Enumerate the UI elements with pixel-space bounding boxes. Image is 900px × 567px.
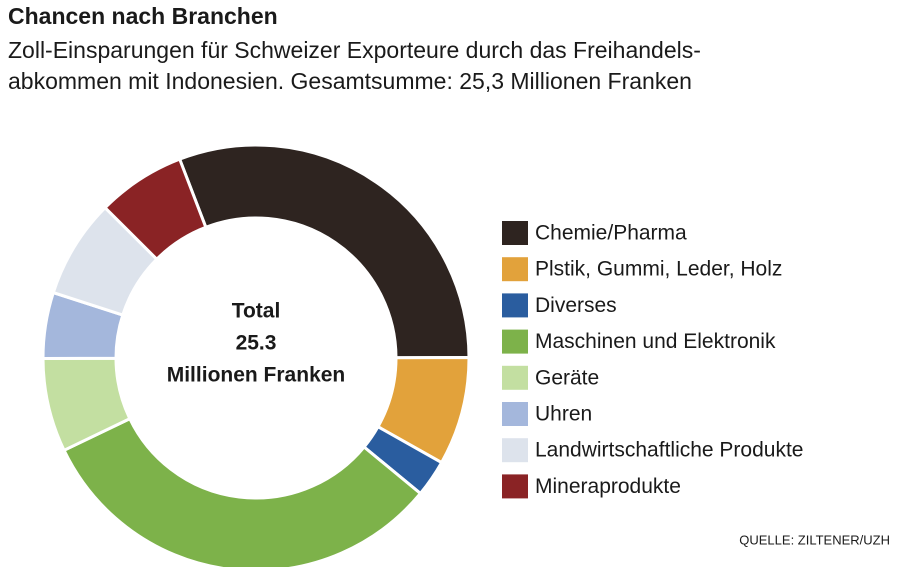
donut-slice bbox=[177, 143, 471, 360]
chart-subtitle: abkommen mit Indonesien. Gesamtsumme: 25… bbox=[8, 68, 692, 94]
source: QUELLE: ZILTENER/UZH bbox=[739, 532, 890, 547]
legend-label: Chemie/Pharma bbox=[535, 222, 687, 245]
donut-slice bbox=[102, 157, 208, 262]
legend-swatch bbox=[502, 221, 528, 245]
legend-label: Mineraprodukte bbox=[535, 475, 681, 498]
legend-swatch bbox=[502, 438, 528, 463]
legend-swatch bbox=[502, 365, 528, 390]
legend-swatch bbox=[502, 474, 528, 499]
legend-swatch bbox=[502, 257, 528, 282]
legend-label: Uhren bbox=[535, 403, 592, 426]
chart-title: Chancen nach Branchen bbox=[8, 3, 278, 29]
legend-swatch bbox=[502, 402, 528, 426]
center-label: Total bbox=[232, 300, 281, 323]
legend-label: Maschinen und Elektronik bbox=[535, 330, 776, 353]
legend-label: Diverses bbox=[535, 294, 617, 317]
legend-label: Landwirtschaftliche Produkte bbox=[535, 439, 803, 462]
center-label: Millionen Franken bbox=[167, 364, 346, 387]
donut-slice bbox=[62, 416, 423, 567]
legend-swatch bbox=[502, 293, 528, 318]
chart-subtitle: Zoll-Einsparungen für Schweizer Exporteu… bbox=[8, 37, 701, 63]
legend-swatch bbox=[502, 329, 528, 354]
legend-label: Plstik, Gummi, Leder, Holz bbox=[535, 258, 782, 281]
center-label: 25.3 bbox=[236, 332, 277, 355]
legend-label: Geräte bbox=[535, 366, 599, 389]
